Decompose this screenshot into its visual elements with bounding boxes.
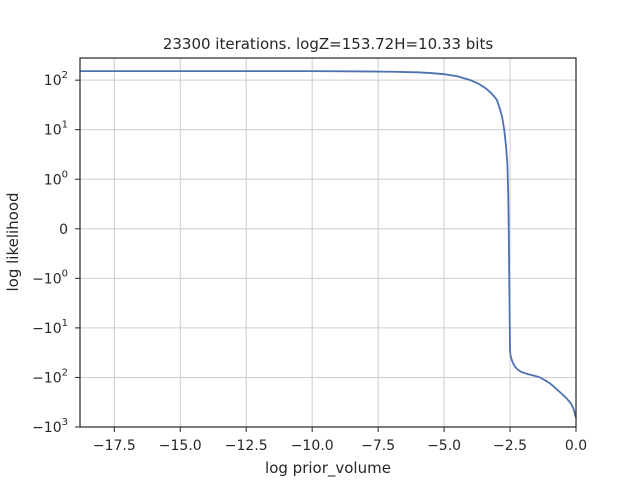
x-tick-label: 0.0 [565,438,587,454]
line-layer [80,70,577,418]
y-axis-label: log likelihood [4,192,22,291]
y-tick-label: 102 [44,70,68,89]
x-axis-label: log prior_volume [265,459,391,478]
x-tick-label: −2.5 [493,438,527,454]
y-tick-label: 0 [59,222,68,238]
x-tick-label: −17.5 [93,438,136,454]
y-tick-label: −101 [32,318,68,337]
grid-layer [80,58,577,428]
series-line [80,70,577,418]
y-tick-label: −102 [32,367,68,386]
x-tick-label: −12.5 [225,438,268,454]
y-tick-label: −100 [32,268,68,287]
chart-title: 23300 iterations. logZ=153.72H=10.33 bit… [163,35,494,53]
x-tick-label: −7.5 [361,438,395,454]
x-tick-label: −5.0 [427,438,461,454]
x-tick-label: −15.0 [159,438,202,454]
y-tick-label: 101 [44,120,68,139]
x-tick-label: −10.0 [291,438,334,454]
y-tick-label: −103 [32,417,68,436]
plot-frame [79,57,577,428]
tick-layer: −17.5 −15.0 −12.5 −10.0 −7.5 −5.0 −2.5 0.0 102 10… [32,70,587,454]
y-tick-label: 100 [44,169,68,188]
